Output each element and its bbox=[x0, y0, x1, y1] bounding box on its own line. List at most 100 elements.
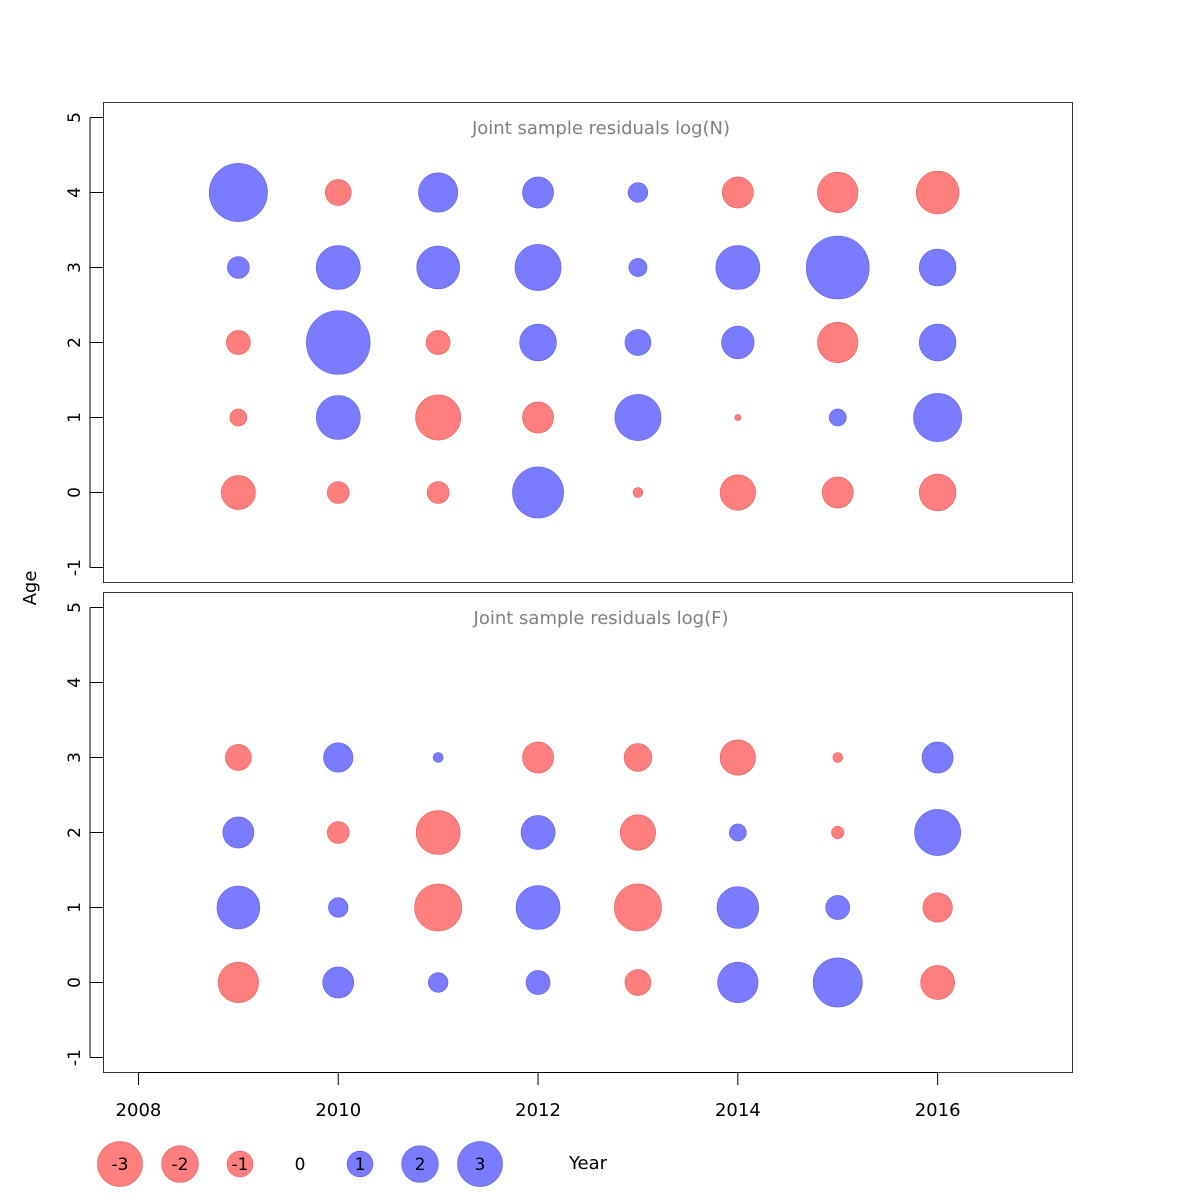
legend-swatch bbox=[97, 1141, 143, 1187]
bubble-point bbox=[721, 176, 754, 209]
legend-swatch bbox=[226, 1150, 254, 1178]
bubble-point bbox=[628, 258, 648, 277]
bubble-point bbox=[821, 476, 854, 509]
bubble-point bbox=[315, 395, 361, 440]
bubble-point bbox=[525, 970, 551, 995]
bubble-point bbox=[817, 171, 859, 214]
bubble-point bbox=[918, 473, 957, 512]
x-tick-label: 2008 bbox=[116, 1100, 162, 1121]
bubble-point bbox=[426, 481, 450, 504]
bubble-point bbox=[322, 966, 355, 999]
bubble-point bbox=[828, 408, 847, 427]
legend-swatch bbox=[346, 1150, 374, 1178]
bubble-point bbox=[721, 325, 755, 360]
bubble-point bbox=[623, 743, 653, 772]
panel-title: Joint sample residuals log(N) bbox=[471, 118, 730, 139]
bubble-point bbox=[512, 466, 564, 519]
bubble-point bbox=[915, 170, 960, 215]
bubble-point bbox=[913, 393, 963, 442]
y-tick-label: 5 bbox=[65, 602, 85, 613]
y-axis: -1 0 1 2 3 4 5 bbox=[65, 112, 103, 576]
legend: -3 -2 -1 0 1 2 3 bbox=[97, 1141, 503, 1187]
bubble-point bbox=[921, 741, 954, 774]
bubble-point bbox=[719, 474, 756, 511]
bubble-point bbox=[328, 897, 349, 918]
bubble-point bbox=[715, 245, 761, 290]
x-tick-label: 2010 bbox=[315, 1100, 361, 1121]
legend-label: -2 bbox=[172, 1155, 189, 1175]
bubble-point bbox=[326, 481, 350, 504]
y-tick-label: 2 bbox=[65, 337, 85, 348]
legend-label: -3 bbox=[112, 1155, 129, 1175]
panel-log-f: Joint sample residuals log(F) -1 0 1 2 3 4 5 bbox=[65, 592, 1073, 1073]
bubble-point bbox=[918, 323, 957, 362]
y-tick-label: 2 bbox=[65, 827, 85, 838]
bubble-point bbox=[832, 752, 843, 763]
bubble-marks bbox=[208, 163, 963, 519]
y-tick-label: -1 bbox=[65, 1049, 85, 1066]
y-tick-label: 3 bbox=[65, 752, 85, 763]
bubble-point bbox=[514, 244, 562, 291]
bubble-point bbox=[315, 245, 361, 290]
bubble-point bbox=[920, 965, 955, 1000]
panel-title: Joint sample residuals log(F) bbox=[473, 608, 729, 629]
bubble-point bbox=[324, 179, 352, 206]
legend-swatch bbox=[457, 1141, 503, 1187]
bubble-point bbox=[729, 823, 747, 842]
bubble-point bbox=[432, 752, 444, 763]
bubble-point bbox=[614, 883, 662, 932]
bubble-point bbox=[717, 961, 759, 1004]
bubble-point bbox=[415, 810, 461, 855]
bubble-point bbox=[817, 321, 859, 364]
bubble-point bbox=[520, 815, 556, 850]
legend-label: 1 bbox=[355, 1155, 366, 1175]
bubble-point bbox=[217, 961, 259, 1004]
bubble-point bbox=[326, 821, 350, 844]
y-tick-label: 5 bbox=[65, 112, 85, 123]
bubble-point bbox=[227, 256, 250, 279]
bubble-point bbox=[216, 885, 261, 930]
legend-swatch bbox=[401, 1145, 439, 1183]
y-tick-label: 4 bbox=[65, 187, 85, 198]
bubble-point bbox=[624, 969, 652, 996]
y-tick-label: 3 bbox=[65, 262, 85, 273]
bubble-point bbox=[922, 892, 953, 923]
y-tick-label: 1 bbox=[65, 412, 85, 423]
legend-label: 2 bbox=[415, 1155, 426, 1175]
y-tick-label: 0 bbox=[65, 487, 85, 498]
y-tick-label: 0 bbox=[65, 977, 85, 988]
bubble-point bbox=[522, 176, 554, 209]
y-tick-label: 4 bbox=[65, 677, 85, 688]
bubble-marks bbox=[216, 739, 962, 1008]
bubble-point bbox=[414, 883, 463, 932]
bubble-point bbox=[229, 408, 248, 427]
bubble-point bbox=[416, 245, 460, 290]
bubble-point bbox=[418, 172, 459, 213]
bubble-point bbox=[221, 475, 256, 510]
x-axis: 2008 2010 2012 2014 2016 bbox=[116, 1072, 961, 1121]
bubble-point bbox=[323, 742, 354, 773]
bubble-point bbox=[812, 957, 863, 1008]
bubble-point bbox=[632, 487, 644, 498]
legend-label: 0 bbox=[295, 1155, 306, 1175]
bubble-point bbox=[805, 235, 870, 300]
bubble-point bbox=[519, 323, 557, 362]
bubble-point bbox=[831, 825, 845, 840]
y-axis: -1 0 1 2 3 4 5 bbox=[65, 602, 103, 1066]
bubble-point bbox=[306, 310, 371, 375]
x-axis-label: Year bbox=[568, 1153, 608, 1174]
bubble-point bbox=[522, 741, 554, 774]
bubble-point bbox=[515, 885, 561, 930]
panel-log-n: Joint sample residuals log(N) -1 0 1 2 3 4 5 bbox=[65, 102, 1073, 583]
bubble-point bbox=[614, 394, 662, 441]
bubble-point bbox=[627, 182, 649, 203]
bubble-point bbox=[415, 394, 461, 441]
bubble-point bbox=[719, 739, 756, 776]
bubble-point bbox=[734, 414, 742, 421]
bubble-point bbox=[425, 330, 451, 355]
bubble-point bbox=[208, 163, 268, 222]
bubble-point bbox=[624, 329, 652, 356]
bubble-point bbox=[225, 744, 252, 771]
bubble-point bbox=[522, 401, 554, 434]
